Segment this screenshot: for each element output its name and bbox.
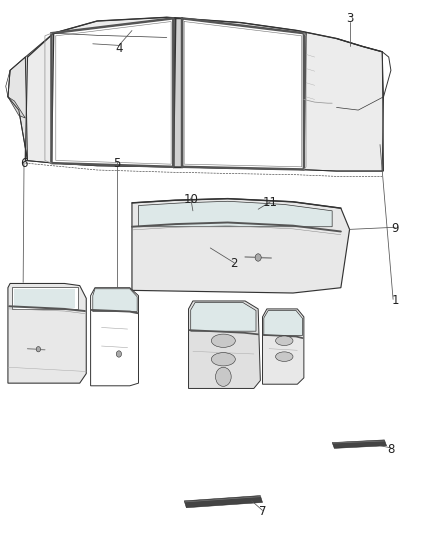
Polygon shape bbox=[91, 288, 138, 386]
Polygon shape bbox=[14, 289, 75, 308]
Text: 8: 8 bbox=[387, 443, 395, 456]
Text: 1: 1 bbox=[392, 294, 399, 308]
Text: 7: 7 bbox=[259, 505, 266, 518]
Polygon shape bbox=[184, 496, 262, 508]
Circle shape bbox=[36, 346, 41, 352]
Polygon shape bbox=[8, 97, 25, 118]
Ellipse shape bbox=[212, 353, 235, 366]
Text: 4: 4 bbox=[115, 42, 123, 54]
Circle shape bbox=[116, 351, 121, 357]
Ellipse shape bbox=[276, 352, 293, 361]
Polygon shape bbox=[138, 201, 332, 227]
Polygon shape bbox=[28, 17, 384, 128]
Text: 6: 6 bbox=[20, 157, 28, 169]
Ellipse shape bbox=[212, 334, 235, 348]
Polygon shape bbox=[8, 57, 28, 160]
Polygon shape bbox=[173, 18, 182, 167]
Polygon shape bbox=[262, 309, 304, 384]
Polygon shape bbox=[264, 311, 303, 335]
Polygon shape bbox=[8, 284, 86, 383]
Circle shape bbox=[215, 367, 231, 386]
Polygon shape bbox=[93, 289, 137, 312]
Ellipse shape bbox=[276, 336, 293, 345]
Text: 2: 2 bbox=[230, 257, 238, 270]
Polygon shape bbox=[332, 440, 387, 448]
Text: 5: 5 bbox=[113, 157, 120, 169]
Polygon shape bbox=[51, 18, 173, 167]
Polygon shape bbox=[188, 301, 260, 389]
Text: 10: 10 bbox=[183, 192, 198, 206]
Polygon shape bbox=[25, 17, 384, 171]
Polygon shape bbox=[12, 287, 78, 309]
Polygon shape bbox=[191, 303, 256, 331]
Polygon shape bbox=[132, 199, 350, 293]
Text: 9: 9 bbox=[392, 222, 399, 235]
Text: 11: 11 bbox=[263, 196, 278, 209]
Circle shape bbox=[255, 254, 261, 261]
Text: 3: 3 bbox=[346, 12, 353, 25]
Polygon shape bbox=[182, 18, 304, 169]
